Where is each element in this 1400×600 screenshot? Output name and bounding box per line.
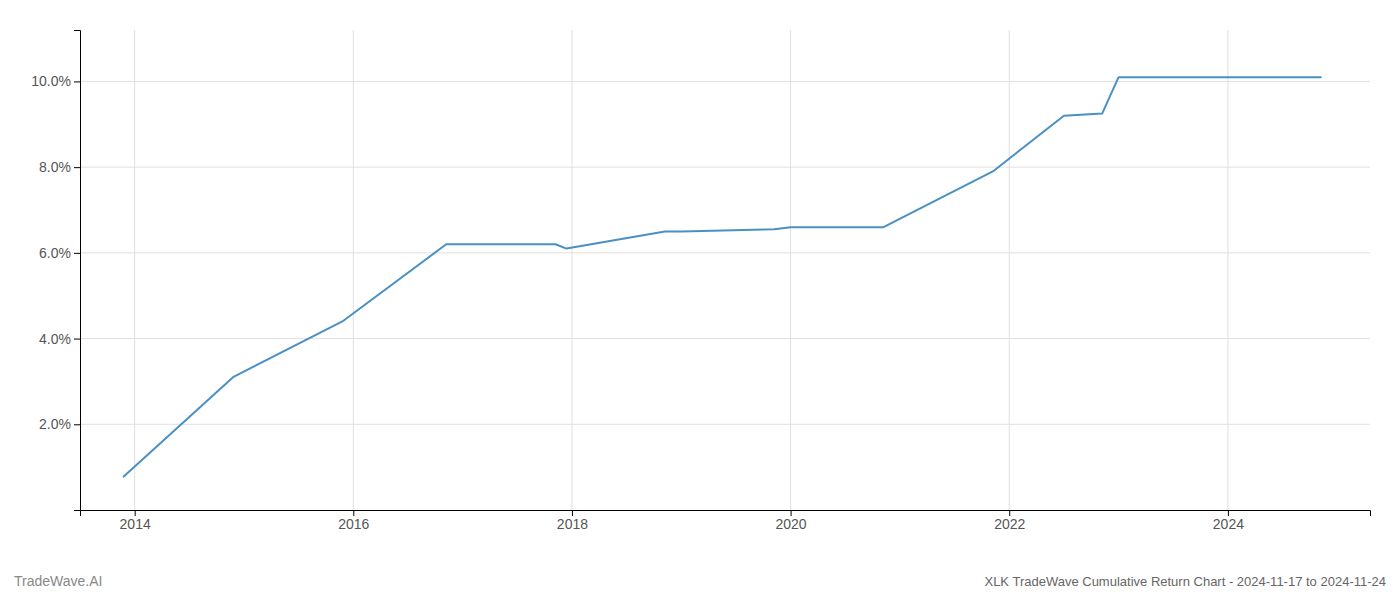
y-tick-label: 8.0% [39, 159, 71, 175]
x-tick: 2016 [338, 510, 369, 532]
chart: 2014 2016 2018 2020 2022 2024 2.0% 4.0% 6.0% 8.0%… [0, 0, 1400, 600]
y-axis: 2.0% 4.0% 6.0% 8.0% 10.0% [31, 31, 80, 511]
x-tick: 2018 [557, 510, 588, 532]
x-tick-label: 2022 [994, 516, 1025, 532]
title: XLK TradeWave Cumulative Return Chart - … [984, 574, 1386, 589]
plot-area: 2014 2016 2018 2020 2022 2024 2.0% 4.0% 6.0% 8.0%… [31, 30, 1370, 532]
x-grid-line [571, 30, 572, 510]
y-tick-mark [74, 253, 80, 254]
y-tick: 8.0% [39, 159, 80, 175]
y-tick-mark [74, 81, 80, 82]
y-axis-line [74, 31, 81, 511]
x-tick: 2024 [1213, 510, 1244, 532]
x-tick: 2022 [994, 510, 1025, 532]
x-grid-line [134, 30, 135, 510]
x-tick-label: 2018 [557, 516, 588, 532]
y-tick: 10.0% [31, 73, 80, 89]
x-grid-line [1009, 30, 1010, 510]
x-tick-label: 2020 [776, 516, 807, 532]
watermark: TradeWave.AI [14, 573, 102, 589]
x-tick-label: 2016 [338, 516, 369, 532]
x-axis: 2014 2016 2018 2020 2022 2024 [81, 510, 1371, 532]
y-grid-line [80, 252, 1370, 253]
x-tick: 2020 [776, 510, 807, 532]
y-grid-line [80, 167, 1370, 168]
y-tick-label: 4.0% [39, 331, 71, 347]
x-grid-line [353, 30, 354, 510]
grid [80, 30, 1370, 510]
y-tick-label: 2.0% [39, 416, 71, 432]
x-grid-line [790, 30, 791, 510]
y-tick-mark [74, 167, 80, 168]
y-tick-mark [74, 424, 80, 425]
y-tick-label: 10.0% [31, 73, 71, 89]
line [124, 77, 1321, 476]
y-grid-line [80, 424, 1370, 425]
x-tick: 2014 [120, 510, 151, 532]
x-tick-label: 2024 [1213, 516, 1244, 532]
y-tick: 4.0% [39, 331, 80, 347]
series-group [124, 77, 1321, 476]
y-grid-line [80, 338, 1370, 339]
y-tick-mark [74, 339, 80, 340]
y-tick-label: 6.0% [39, 245, 71, 261]
x-axis-line [81, 511, 1371, 517]
x-tick-label: 2014 [120, 516, 151, 532]
x-grid-line [1227, 30, 1228, 510]
y-grid-line [80, 81, 1370, 82]
y-tick: 6.0% [39, 245, 80, 261]
y-tick: 2.0% [39, 416, 80, 432]
